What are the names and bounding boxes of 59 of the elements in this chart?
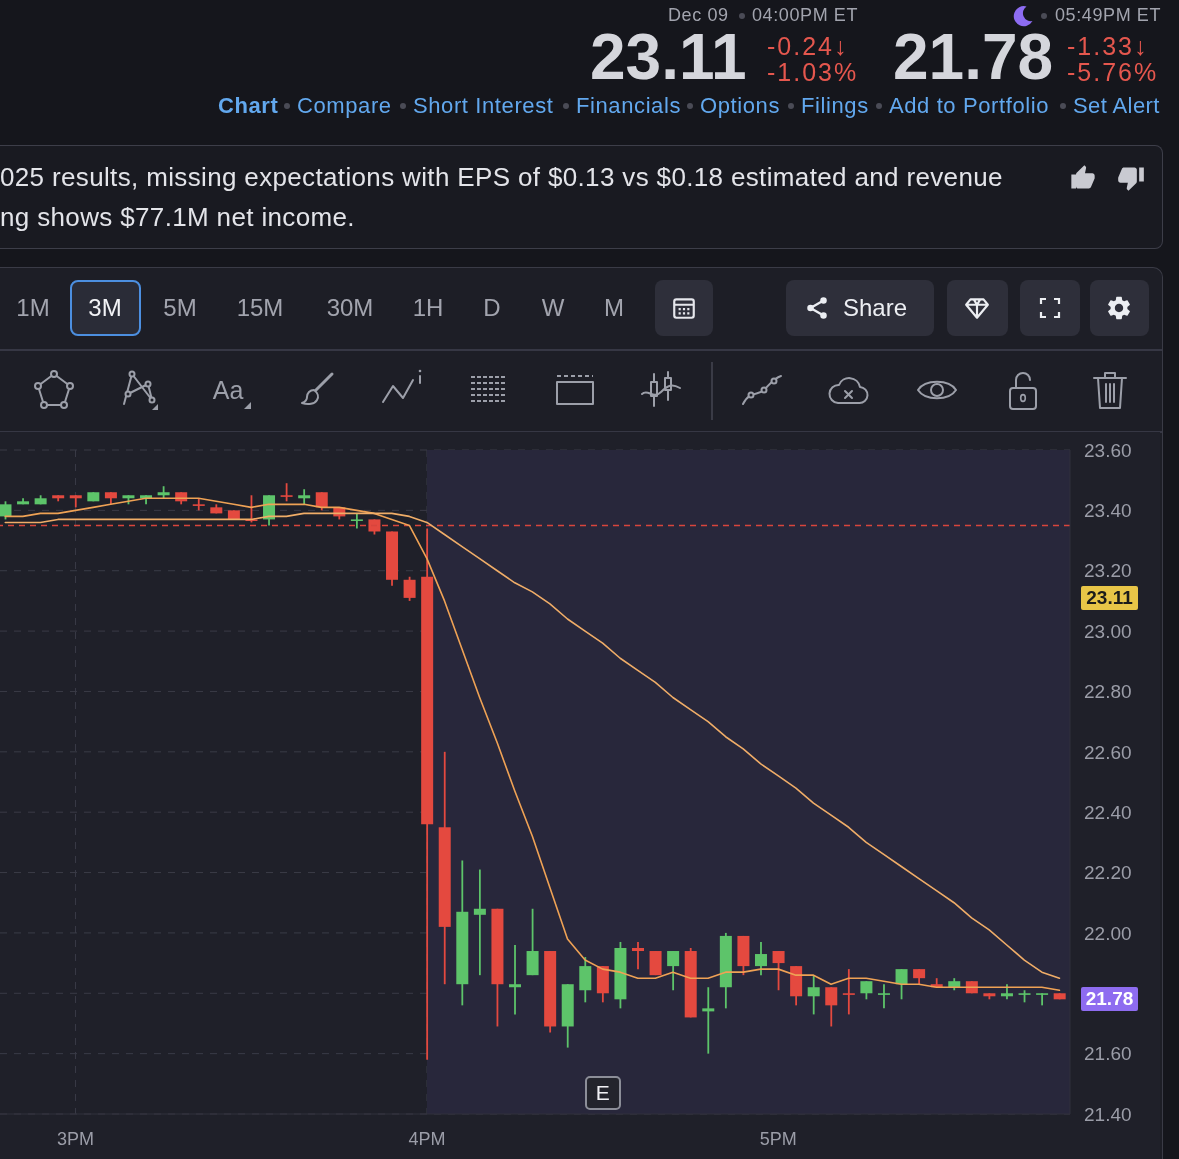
text: 05:49PM ET [1055,5,1162,27]
y-tick-label: 23.20 [1084,560,1132,582]
y-tick-label: 21.40 [1084,1103,1132,1125]
text: 04:00PM ET [752,5,859,27]
text: W [541,293,565,323]
candlestick [825,986,838,1028]
y-tick-label: 23.00 [1084,620,1132,642]
candlestick [754,941,767,977]
candlestick [509,944,522,1016]
y-tick-label: 22.00 [1084,922,1132,944]
text: Compare [297,92,392,120]
candlestick [632,941,644,971]
y-tick-label: 21.60 [1084,1043,1132,1065]
candlestick [702,986,715,1055]
x-tick-label: 3PM [57,1128,95,1149]
candlestick [772,950,785,992]
annotation: E [584,1075,621,1110]
text: 1M [16,293,50,323]
text: Chart [218,92,279,120]
candlestick [315,491,328,512]
text: Filings [801,92,869,120]
y-tick-label: 22.80 [1084,681,1132,703]
candlestick [667,950,680,992]
text: Options [700,92,781,120]
candlestick [895,968,908,1001]
candlestick [877,983,890,1010]
text: 21.78 [893,20,1054,93]
text: Set Alert [1073,92,1160,120]
x-tick-label: 5PM [759,1128,797,1149]
text: Add to Portfolio [889,92,1050,120]
text: Share [843,293,908,323]
text: 23.11 [1081,586,1138,610]
text: 025 results, missing expectations with EPS of $0.13 vs $0.18 estimated and revenue [0,162,1003,194]
candlestick [860,980,873,1001]
text: 21.78 [1081,987,1138,1011]
y-tick-label: 22.20 [1084,862,1132,884]
candlestick [280,482,293,503]
text: Aa [212,375,244,405]
candlestick [842,968,855,1016]
candlestick [0,500,12,521]
text: 3M [88,293,122,323]
text: D [483,293,501,323]
candlestick [473,868,486,977]
text: 5M [163,293,197,323]
text: ng shows $77.1M net income. [0,202,355,234]
y-tick-label: 22.60 [1084,741,1132,763]
candlestick [403,575,416,602]
candlestick [807,974,820,1016]
text: Short Interest [413,92,554,120]
y-tick-label: 22.40 [1084,801,1132,823]
text: 15M [236,293,284,323]
y-tick-label: 23.40 [1084,500,1132,522]
candlestick [1036,992,1049,1007]
text: M [604,293,624,323]
text: Financials [576,92,682,120]
x-tick-label: 4PM [408,1128,446,1149]
text: 30M [326,293,374,323]
y-tick-label: 23.60 [1084,439,1132,461]
text: 1H [412,293,444,323]
